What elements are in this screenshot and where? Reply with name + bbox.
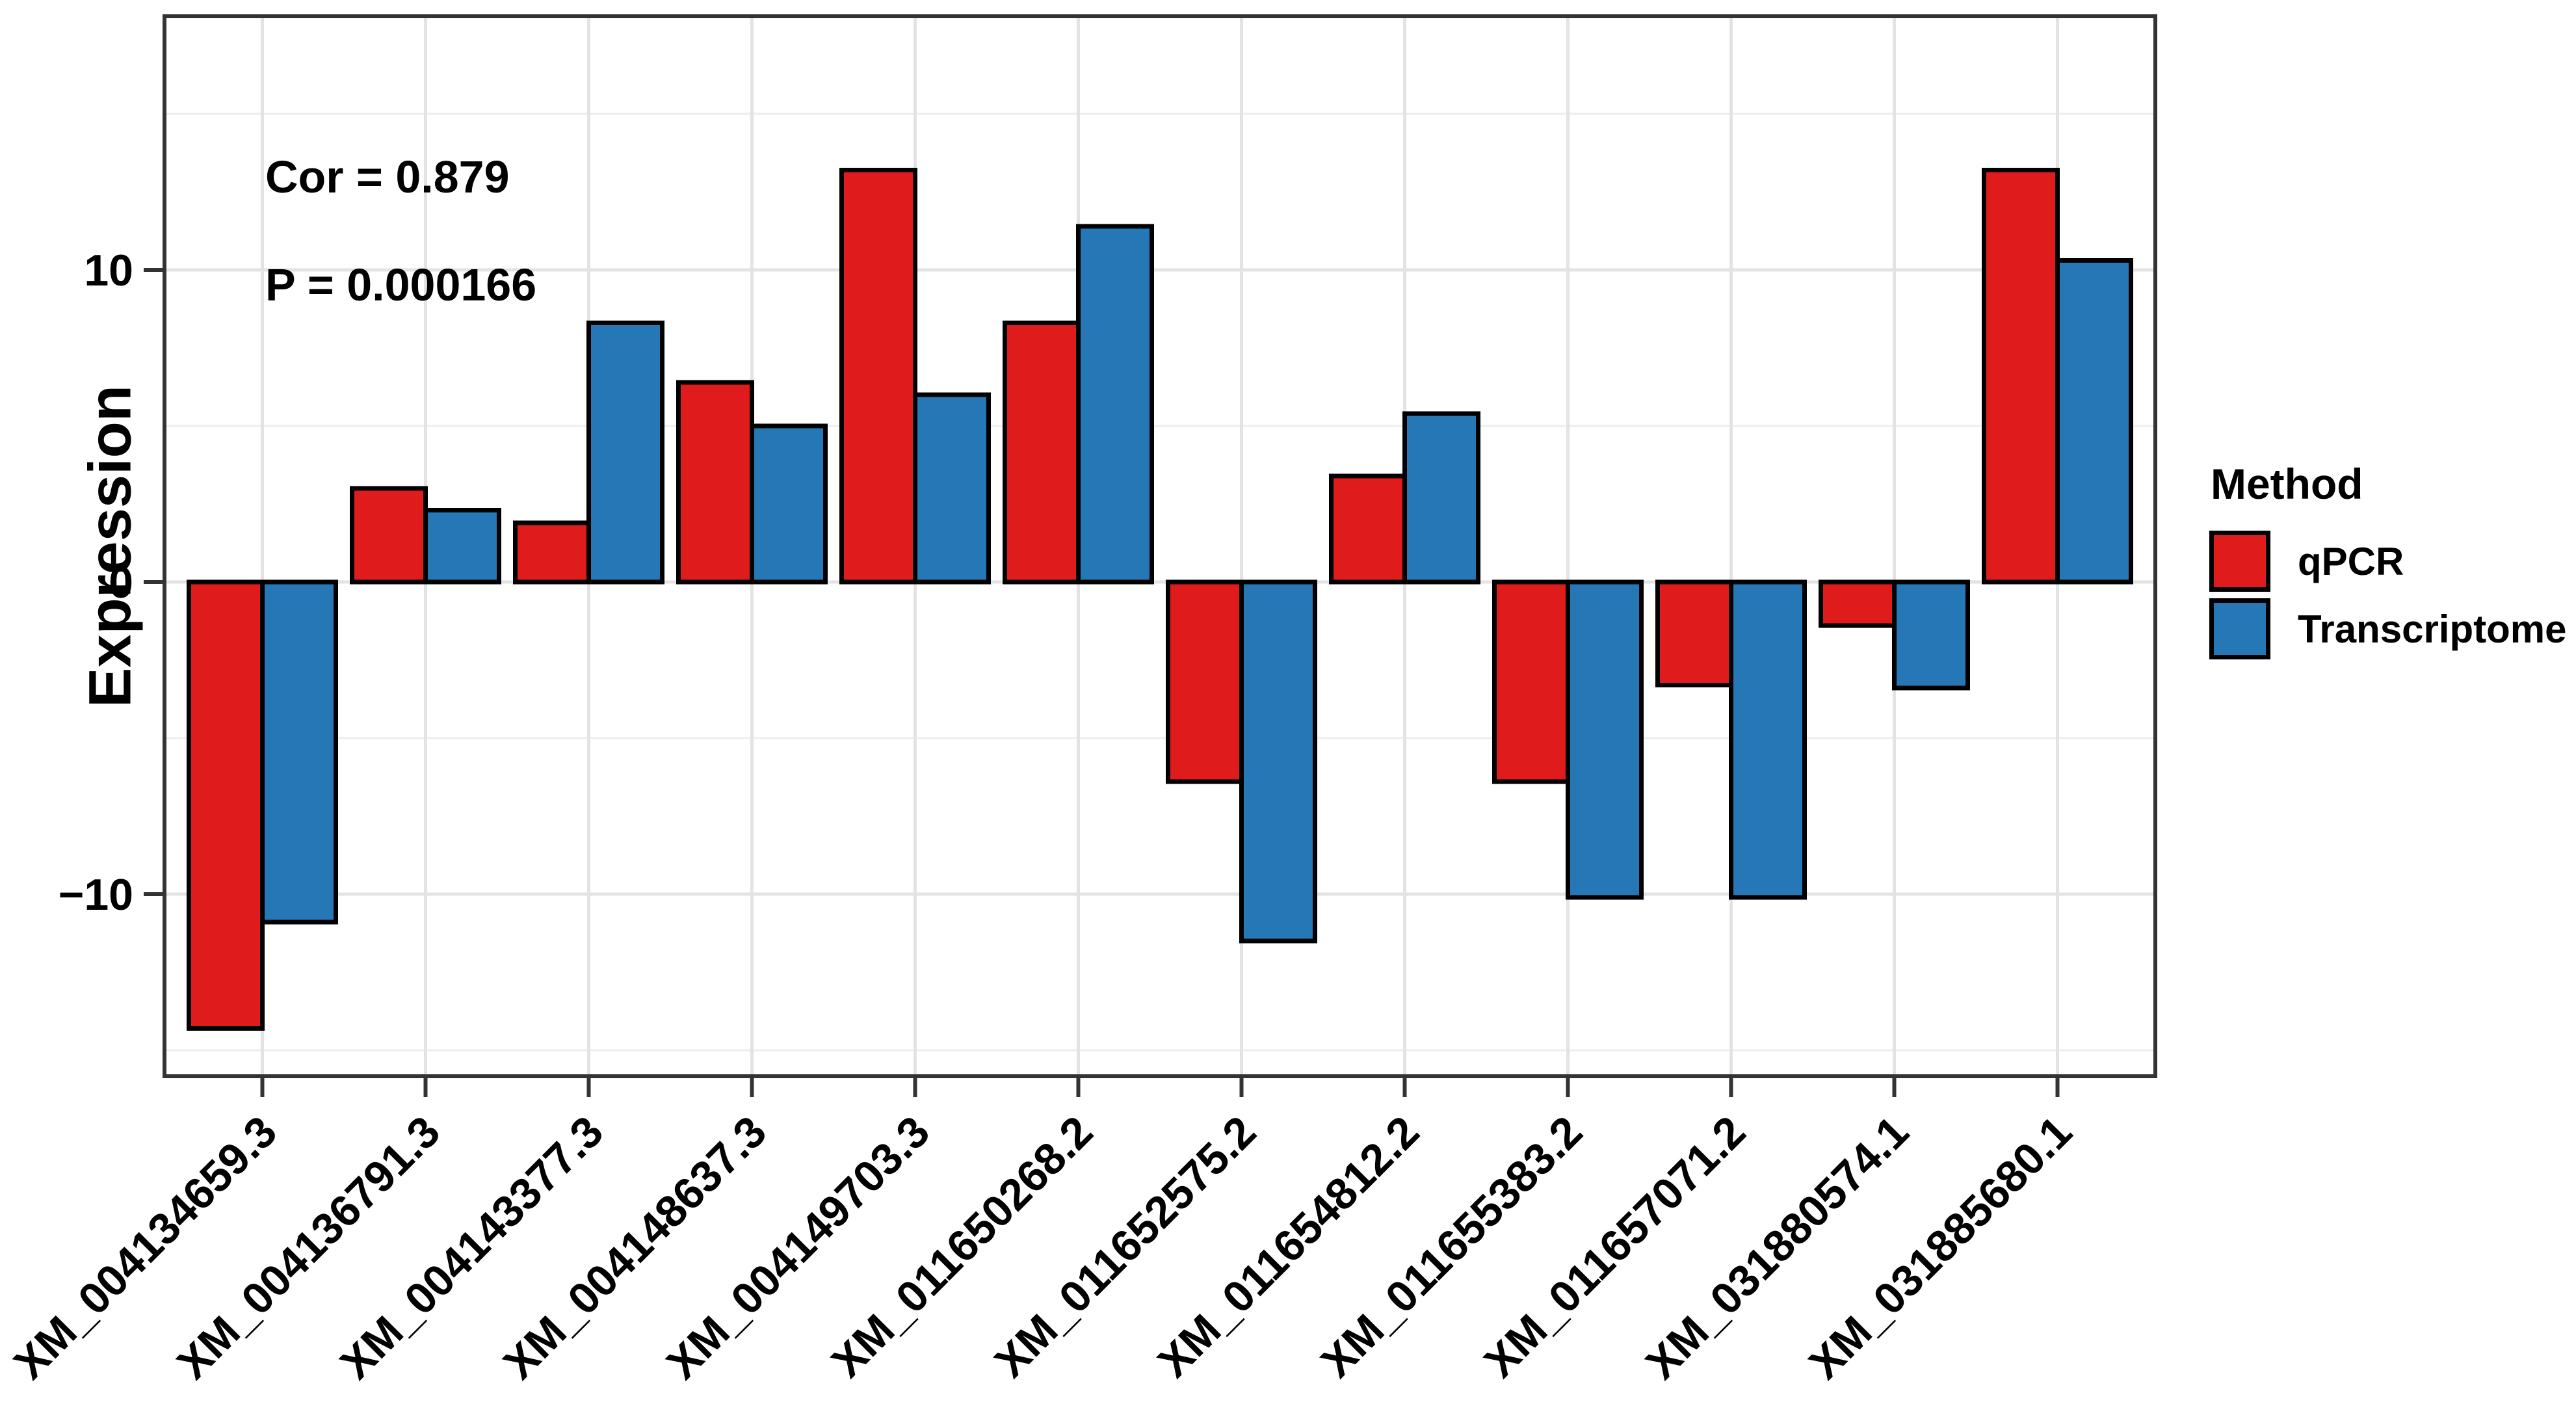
legend-key-qpcr-swatch (2209, 531, 2270, 592)
legend-label-qpcr: qPCR (2298, 539, 2404, 583)
bar-qpcr-5 (1003, 321, 1081, 585)
bar-transcriptome-6 (1239, 579, 1318, 944)
bar-qpcr-4 (839, 167, 918, 585)
y-tick-label: 10 (84, 246, 133, 295)
bar-transcriptome-7 (1402, 411, 1481, 585)
legend-label-transcriptome: Transcriptome (2298, 607, 2567, 651)
bar-transcriptome-2 (586, 321, 665, 585)
bar-qpcr-7 (1329, 473, 1408, 585)
bar-qpcr-11 (1982, 167, 2060, 585)
annotation-correlation: Cor = 0.879 (265, 152, 510, 202)
bar-qpcr-0 (187, 579, 265, 1031)
bar-transcriptome-8 (1566, 579, 1644, 900)
annotation-pvalue: P = 0.000166 (265, 259, 537, 310)
bar-transcriptome-10 (1892, 579, 1971, 691)
bar-qpcr-9 (1655, 579, 1734, 687)
bar-qpcr-2 (513, 520, 592, 585)
bar-qpcr-10 (1819, 579, 1897, 628)
legend-item-transcriptome: Transcriptome (2209, 598, 2566, 659)
legend-key-transcriptome-swatch (2209, 598, 2270, 659)
bar-transcriptome-3 (750, 423, 828, 585)
bar-transcriptome-9 (1729, 579, 1807, 900)
bar-transcriptome-11 (2055, 258, 2134, 585)
bar-qpcr-6 (1166, 579, 1244, 784)
legend-title: Method (2211, 460, 2363, 508)
panel-border (163, 14, 2157, 1078)
bar-transcriptome-0 (260, 579, 339, 925)
y-tick-label: −10 (59, 870, 133, 920)
bar-qpcr-1 (350, 486, 428, 585)
bar-qpcr-8 (1492, 579, 1571, 784)
legend: Method qPCR Transcriptome (2209, 459, 2566, 666)
bar-qpcr-3 (676, 380, 755, 585)
y-tick-label: 0 (109, 558, 133, 607)
y-axis-title: Expression (77, 385, 144, 708)
legend-item-qpcr: qPCR (2209, 531, 2566, 592)
bar-transcriptome-4 (913, 392, 992, 585)
bar-transcriptome-5 (1076, 224, 1155, 585)
bar-transcriptome-1 (423, 508, 502, 585)
